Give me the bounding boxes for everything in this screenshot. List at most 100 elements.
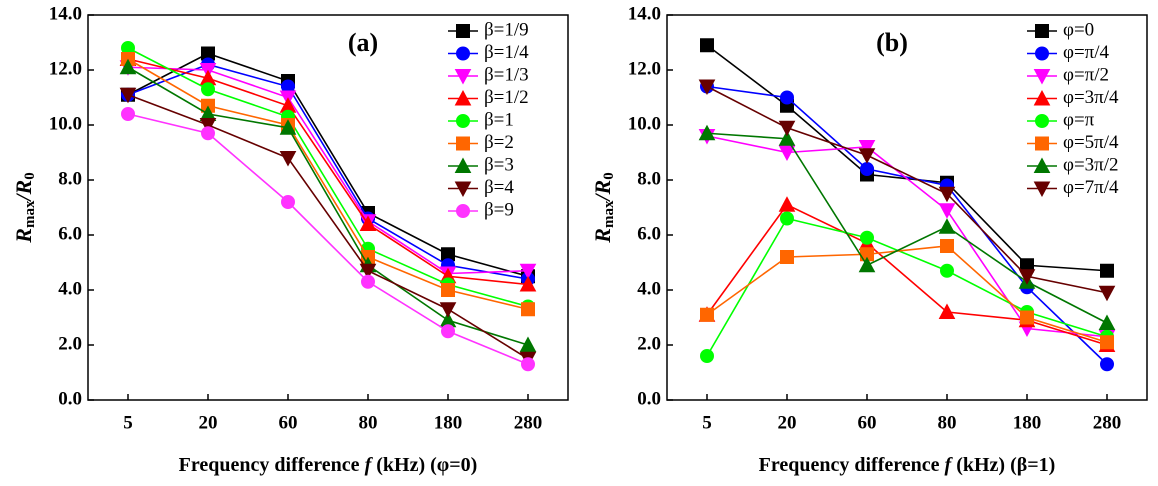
- y-axis-label-sub: max: [22, 200, 38, 228]
- marker: [778, 130, 796, 146]
- legend-marker: [1035, 114, 1049, 128]
- marker: [279, 119, 297, 135]
- legend-marker: [456, 46, 470, 61]
- series-line: [127, 94, 529, 360]
- marker: [700, 349, 714, 363]
- y-tick-label: 2.0: [637, 333, 661, 354]
- marker: [860, 230, 874, 245]
- marker: [1020, 310, 1034, 325]
- series-line: [706, 217, 1108, 357]
- legend-marker: [456, 114, 470, 128]
- marker: [938, 186, 956, 203]
- marker: [938, 203, 956, 219]
- legend-label: φ=π: [1063, 109, 1095, 130]
- y-tick-label: 8.0: [58, 168, 82, 189]
- y-tick-label: 14.0: [49, 3, 82, 24]
- legend-label: φ=7π/4: [1063, 177, 1119, 198]
- panel-label: (a): [348, 28, 378, 57]
- legend-label: β=1/3: [484, 64, 529, 85]
- marker: [938, 303, 956, 319]
- marker: [700, 307, 714, 322]
- marker: [1100, 357, 1114, 372]
- series-line: [127, 47, 529, 308]
- marker: [940, 263, 954, 278]
- marker: [201, 126, 215, 141]
- marker: [439, 302, 457, 318]
- y-tick-label: 10.0: [49, 113, 82, 134]
- legend-marker: [456, 24, 470, 38]
- y-axis-label-part: /R: [590, 180, 615, 203]
- legend-label: φ=3π/4: [1063, 87, 1119, 108]
- marker: [521, 302, 535, 317]
- legend-label: β=1/9: [484, 19, 529, 40]
- y-axis-label-part: /R: [11, 180, 36, 203]
- marker: [279, 151, 297, 167]
- legend-marker: [454, 69, 472, 85]
- panel-label: (b): [876, 28, 908, 57]
- series-line: [706, 245, 1108, 344]
- legend-label: β=9: [484, 199, 514, 220]
- plot-frame: [87, 14, 569, 401]
- marker: [778, 120, 796, 137]
- marker: [359, 263, 377, 280]
- x-tick-label: 20: [778, 412, 797, 433]
- y-tick-label: 14.0: [628, 3, 661, 24]
- legend-marker: [1033, 157, 1051, 173]
- series-line: [127, 66, 529, 275]
- marker: [858, 148, 876, 164]
- legend-label: β=1/4: [484, 42, 529, 63]
- legend-marker: [454, 89, 472, 106]
- marker: [698, 124, 716, 141]
- y-axis-label-sub: 0: [22, 172, 38, 180]
- legend-label: β=1/2: [484, 87, 529, 108]
- y-axis-label: Rmax/R0: [590, 172, 617, 243]
- marker: [519, 275, 537, 292]
- legend-label: φ=0: [1063, 19, 1094, 40]
- marker: [199, 118, 217, 134]
- legend-label: β=2: [484, 132, 514, 153]
- marker: [1018, 269, 1036, 285]
- x-axis-label-part: Frequency difference: [179, 454, 365, 476]
- marker: [860, 162, 874, 176]
- marker: [441, 283, 455, 297]
- y-tick-label: 12.0: [628, 58, 661, 79]
- series-line: [127, 113, 529, 365]
- series-line: [127, 58, 529, 311]
- series-line: [127, 58, 529, 286]
- marker: [778, 196, 796, 212]
- series-line: [706, 85, 1108, 294]
- legend-label: φ=5π/4: [1063, 132, 1119, 153]
- legend-marker: [1033, 89, 1051, 106]
- y-tick-label: 4.0: [58, 278, 82, 299]
- series-line: [706, 85, 1108, 365]
- x-tick-label: 280: [1093, 412, 1122, 433]
- legend-marker: [454, 181, 472, 198]
- legend-marker: [1033, 181, 1051, 198]
- series-line: [706, 44, 1108, 272]
- marker: [938, 218, 956, 234]
- y-axis-label-part: R: [590, 228, 615, 244]
- marker: [521, 357, 535, 372]
- y-tick-label: 2.0: [58, 333, 82, 354]
- legend-marker: [1033, 69, 1051, 85]
- x-axis-label-part: f: [945, 454, 954, 476]
- legend-label: φ=π/2: [1063, 64, 1109, 85]
- marker: [519, 263, 537, 280]
- y-tick-label: 4.0: [637, 278, 661, 299]
- marker: [441, 324, 455, 339]
- plot-frame: [666, 14, 1148, 401]
- marker: [700, 38, 714, 53]
- legend-label: β=3: [484, 154, 514, 175]
- x-tick-label: 5: [702, 412, 712, 433]
- legend-marker: [454, 157, 472, 173]
- marker: [1098, 285, 1116, 302]
- marker: [361, 274, 375, 289]
- x-axis-label: Frequency difference f (kHz) (φ=0): [179, 454, 478, 476]
- legend-marker: [1035, 24, 1049, 38]
- x-tick-label: 5: [123, 412, 133, 433]
- x-tick-label: 180: [434, 412, 463, 433]
- y-axis-label-sub: max: [601, 200, 617, 228]
- y-axis-label: Rmax/R0: [11, 172, 38, 243]
